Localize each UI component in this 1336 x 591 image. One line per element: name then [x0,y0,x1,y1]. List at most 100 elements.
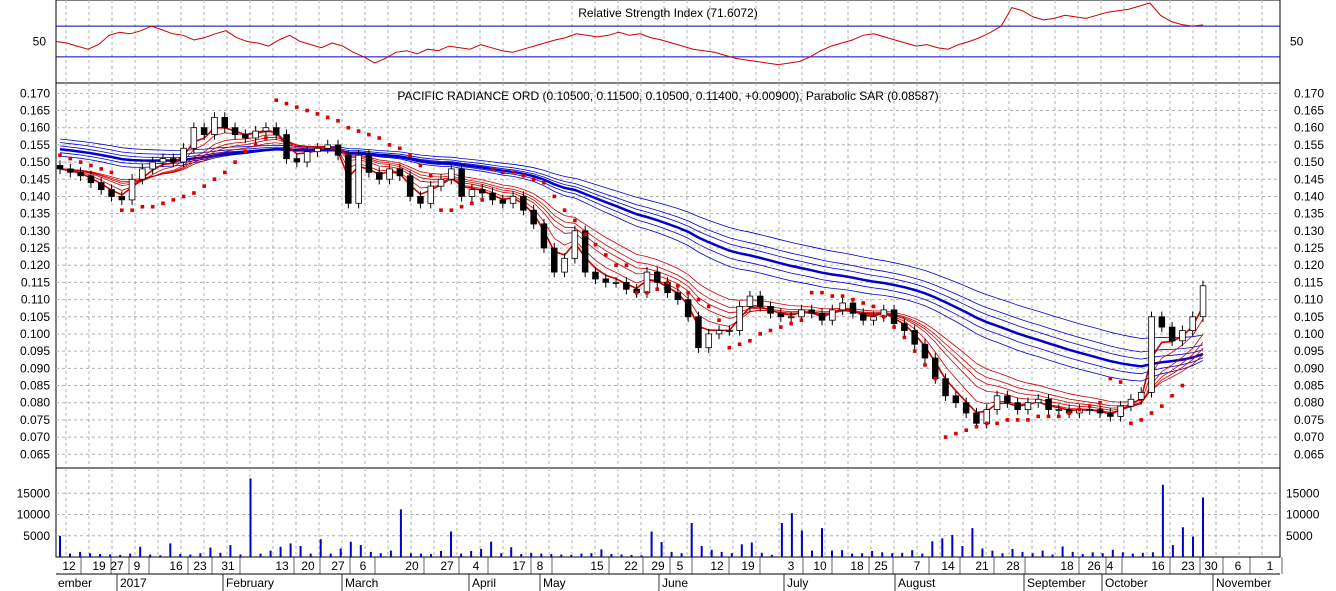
sar-dot [655,287,659,291]
price-tick-label-left: 0.080 [20,396,50,410]
price-tick-label-left: 0.170 [20,86,50,100]
candle [149,156,156,175]
volume-bar [750,542,753,557]
sar-dot [604,253,608,257]
candle [1179,325,1186,346]
x-month-label: September [1027,576,1086,590]
volume-bar [1061,546,1064,557]
x-day-label: 23 [193,559,207,573]
candle-body [808,309,816,314]
sar-dot [933,376,938,381]
volume-bar [951,534,954,557]
candle-body [406,175,414,197]
candle [808,304,816,319]
candle-body [252,130,259,139]
volume-bar [409,553,412,557]
volume-bar [349,541,352,557]
candle [56,160,64,175]
price-tick-label-left: 0.145 [20,172,50,186]
candle-body [345,154,352,204]
price-tick-label-left: 0.140 [20,189,50,203]
candle-body [448,168,455,180]
sar-dot [449,208,454,212]
candle-body [561,257,568,273]
volume-bar [640,555,643,557]
sar-dot [799,318,804,322]
sar-dot [614,263,618,267]
x-day-label: 4 [473,559,480,573]
candle [159,153,167,168]
sar-dot [68,156,73,161]
price-tick-label-left: 0.095 [20,344,50,358]
candle [870,311,877,326]
candle-body [190,127,198,149]
x-day-label: 20 [405,559,419,573]
volume-bar [1011,548,1014,557]
sar-dot [737,342,742,346]
candle-body [993,395,1001,410]
sar-dot [871,304,876,309]
price-tick-label-right: 0.110 [1294,293,1323,307]
price-tick-label-left: 0.075 [20,413,50,427]
sar-dot [912,349,917,353]
candle-body [283,134,290,160]
candle-body [324,144,331,149]
x-month-label: May [543,576,566,590]
candle-body [962,402,970,414]
price-y-ticks: 0.170 0.170 0.165 0.165 0.160 0.160 0.155 0.155… [20,86,1324,461]
volume-bar [289,543,292,557]
x-day-label: 6 [1235,559,1242,573]
candle-body [67,168,74,173]
sar-dot [109,170,114,175]
sar-dot [892,325,896,329]
candle [715,325,723,340]
sar-dot [192,191,196,195]
candle [314,143,321,157]
candle [252,125,259,144]
volume-bar [149,554,152,557]
volume-bars [59,478,1204,558]
x-day-label: 22 [624,559,638,573]
volume-bar [430,554,432,557]
candle [623,277,630,295]
candle-body [798,309,805,318]
price-grid [56,83,1280,468]
candle-body [705,333,713,349]
x-day-label: 12 [710,559,724,573]
x-day-label: 16 [1151,559,1165,573]
sar-dot [696,297,701,302]
candle-body [540,223,548,249]
volume-bar [911,550,914,557]
volume-bar [921,553,924,557]
candle [1168,321,1176,346]
candlesticks [56,112,1207,429]
sar-dot [1160,404,1164,408]
candle-body [1004,395,1011,404]
candle-body [973,412,980,424]
x-day-label: 26 [1087,559,1101,573]
candle-body [777,312,785,318]
volume-bar [570,554,573,557]
candle [684,294,692,322]
candle [345,150,352,209]
candle-body [695,316,702,349]
volume-bar [239,554,242,557]
sar-dot [789,321,793,326]
candle [561,253,568,278]
sar-dot [140,204,145,209]
sar-dot [974,424,979,429]
x-day-label: 28 [1006,559,1020,573]
volume-bar [269,550,272,557]
x-day-label: 17 [512,559,526,573]
volume-bar [901,552,904,558]
volume-bar [199,553,202,557]
volume-bar [119,554,122,557]
candle-body [396,168,404,177]
volume-bar [891,553,894,557]
candle-body [468,189,476,197]
candle-body [581,230,589,273]
price-tick-label-left: 0.135 [20,207,50,221]
candle [860,308,867,326]
candle-body [602,278,610,283]
ma-long-line [59,145,1204,360]
